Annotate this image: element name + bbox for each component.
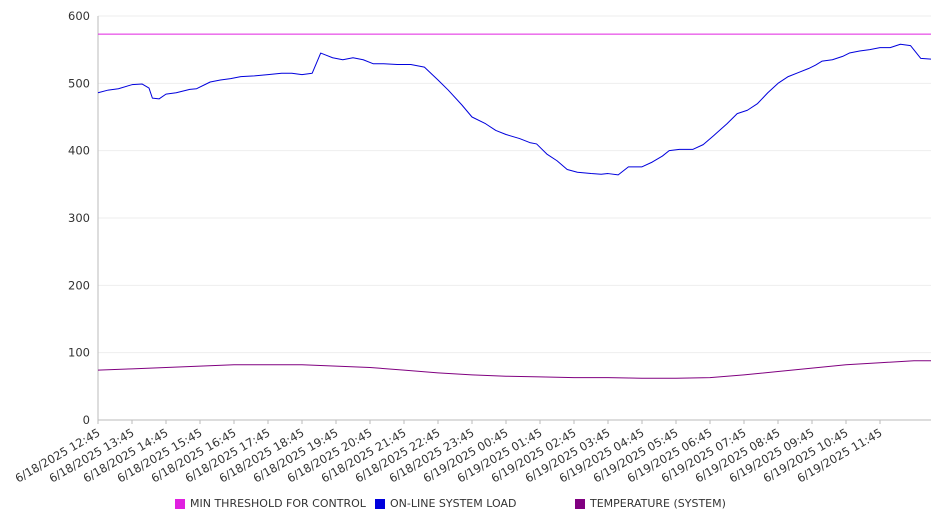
y-tick-label: 400: [68, 144, 90, 158]
legend-label-system-load: ON-LINE SYSTEM LOAD: [390, 497, 517, 510]
gridlines: [98, 15, 931, 354]
y-tick-label: 300: [68, 211, 90, 225]
legend-label-threshold: MIN THRESHOLD FOR CONTROL: [190, 497, 366, 510]
legend-item-temperature[interactable]: TEMPERATURE (SYSTEM): [575, 497, 726, 510]
series-line-1: [97, 43, 932, 176]
legend-item-threshold[interactable]: MIN THRESHOLD FOR CONTROL: [175, 497, 366, 510]
legend: MIN THRESHOLD FOR CONTROL ON-LINE SYSTEM…: [0, 497, 946, 517]
x-tick-labels: 6/18/2025 12:456/18/2025 13:456/18/2025 …: [13, 420, 885, 485]
legend-swatch-temperature: [575, 498, 585, 509]
y-tick-labels: 0 100 200 300 400 500 600: [68, 9, 90, 427]
y-tick-label: 200: [68, 278, 90, 292]
legend-swatch-system-load: [375, 498, 385, 509]
series-lines: [97, 33, 932, 379]
legend-swatch-threshold: [175, 498, 185, 509]
y-tick-label: 100: [68, 346, 90, 360]
legend-item-system-load[interactable]: ON-LINE SYSTEM LOAD: [375, 497, 516, 510]
y-tick-label: 600: [68, 9, 90, 23]
series-line-2: [97, 360, 931, 379]
y-tick-label: 0: [83, 413, 90, 427]
y-tick-label: 500: [68, 76, 90, 90]
legend-label-temperature: TEMPERATURE (SYSTEM): [590, 497, 726, 510]
